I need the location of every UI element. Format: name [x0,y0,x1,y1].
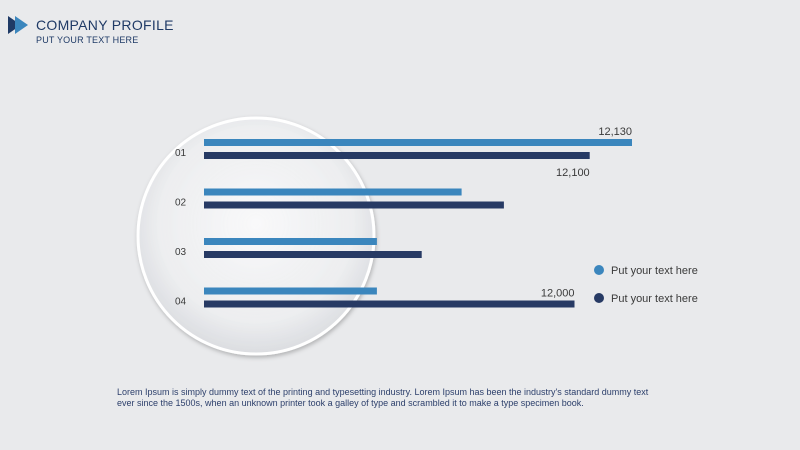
data-label: 12,100 [556,167,590,179]
magnifier-circle [136,116,376,356]
data-label: 12,130 [598,126,632,138]
footer-text: Lorem Ipsum is simply dummy text of the … [117,387,737,408]
bar-04-series-2 [204,300,575,308]
legend-marker-2 [594,293,604,303]
bar-03-series-2 [204,251,422,258]
legend-label-2: Put your text here [611,293,698,305]
footer-line-2: ever since the 1500s, when an unknown pr… [117,397,584,408]
page-title: COMPANY PROFILE [36,17,174,33]
footer-line-1: Lorem Ipsum is simply dummy text of the … [117,387,649,397]
legend-marker-1 [594,265,604,275]
bar-01-series-1 [204,139,632,146]
category-label: 01 [175,148,187,159]
page-subtitle: PUT YOUR TEXT HERE [36,35,139,45]
play-arrow-logo-icon [8,16,28,34]
category-label: 04 [175,297,187,308]
bar-02-series-2 [204,201,504,209]
bar-02-series-1 [204,188,462,196]
legend-label-1: Put your text here [611,265,698,277]
category-label: 02 [175,198,187,209]
bar-04-series-1 [204,287,377,295]
data-label: 12,000 [541,288,575,300]
category-label: 03 [175,247,187,258]
bar-01-series-2 [204,152,590,159]
bar-03-series-1 [204,238,377,245]
